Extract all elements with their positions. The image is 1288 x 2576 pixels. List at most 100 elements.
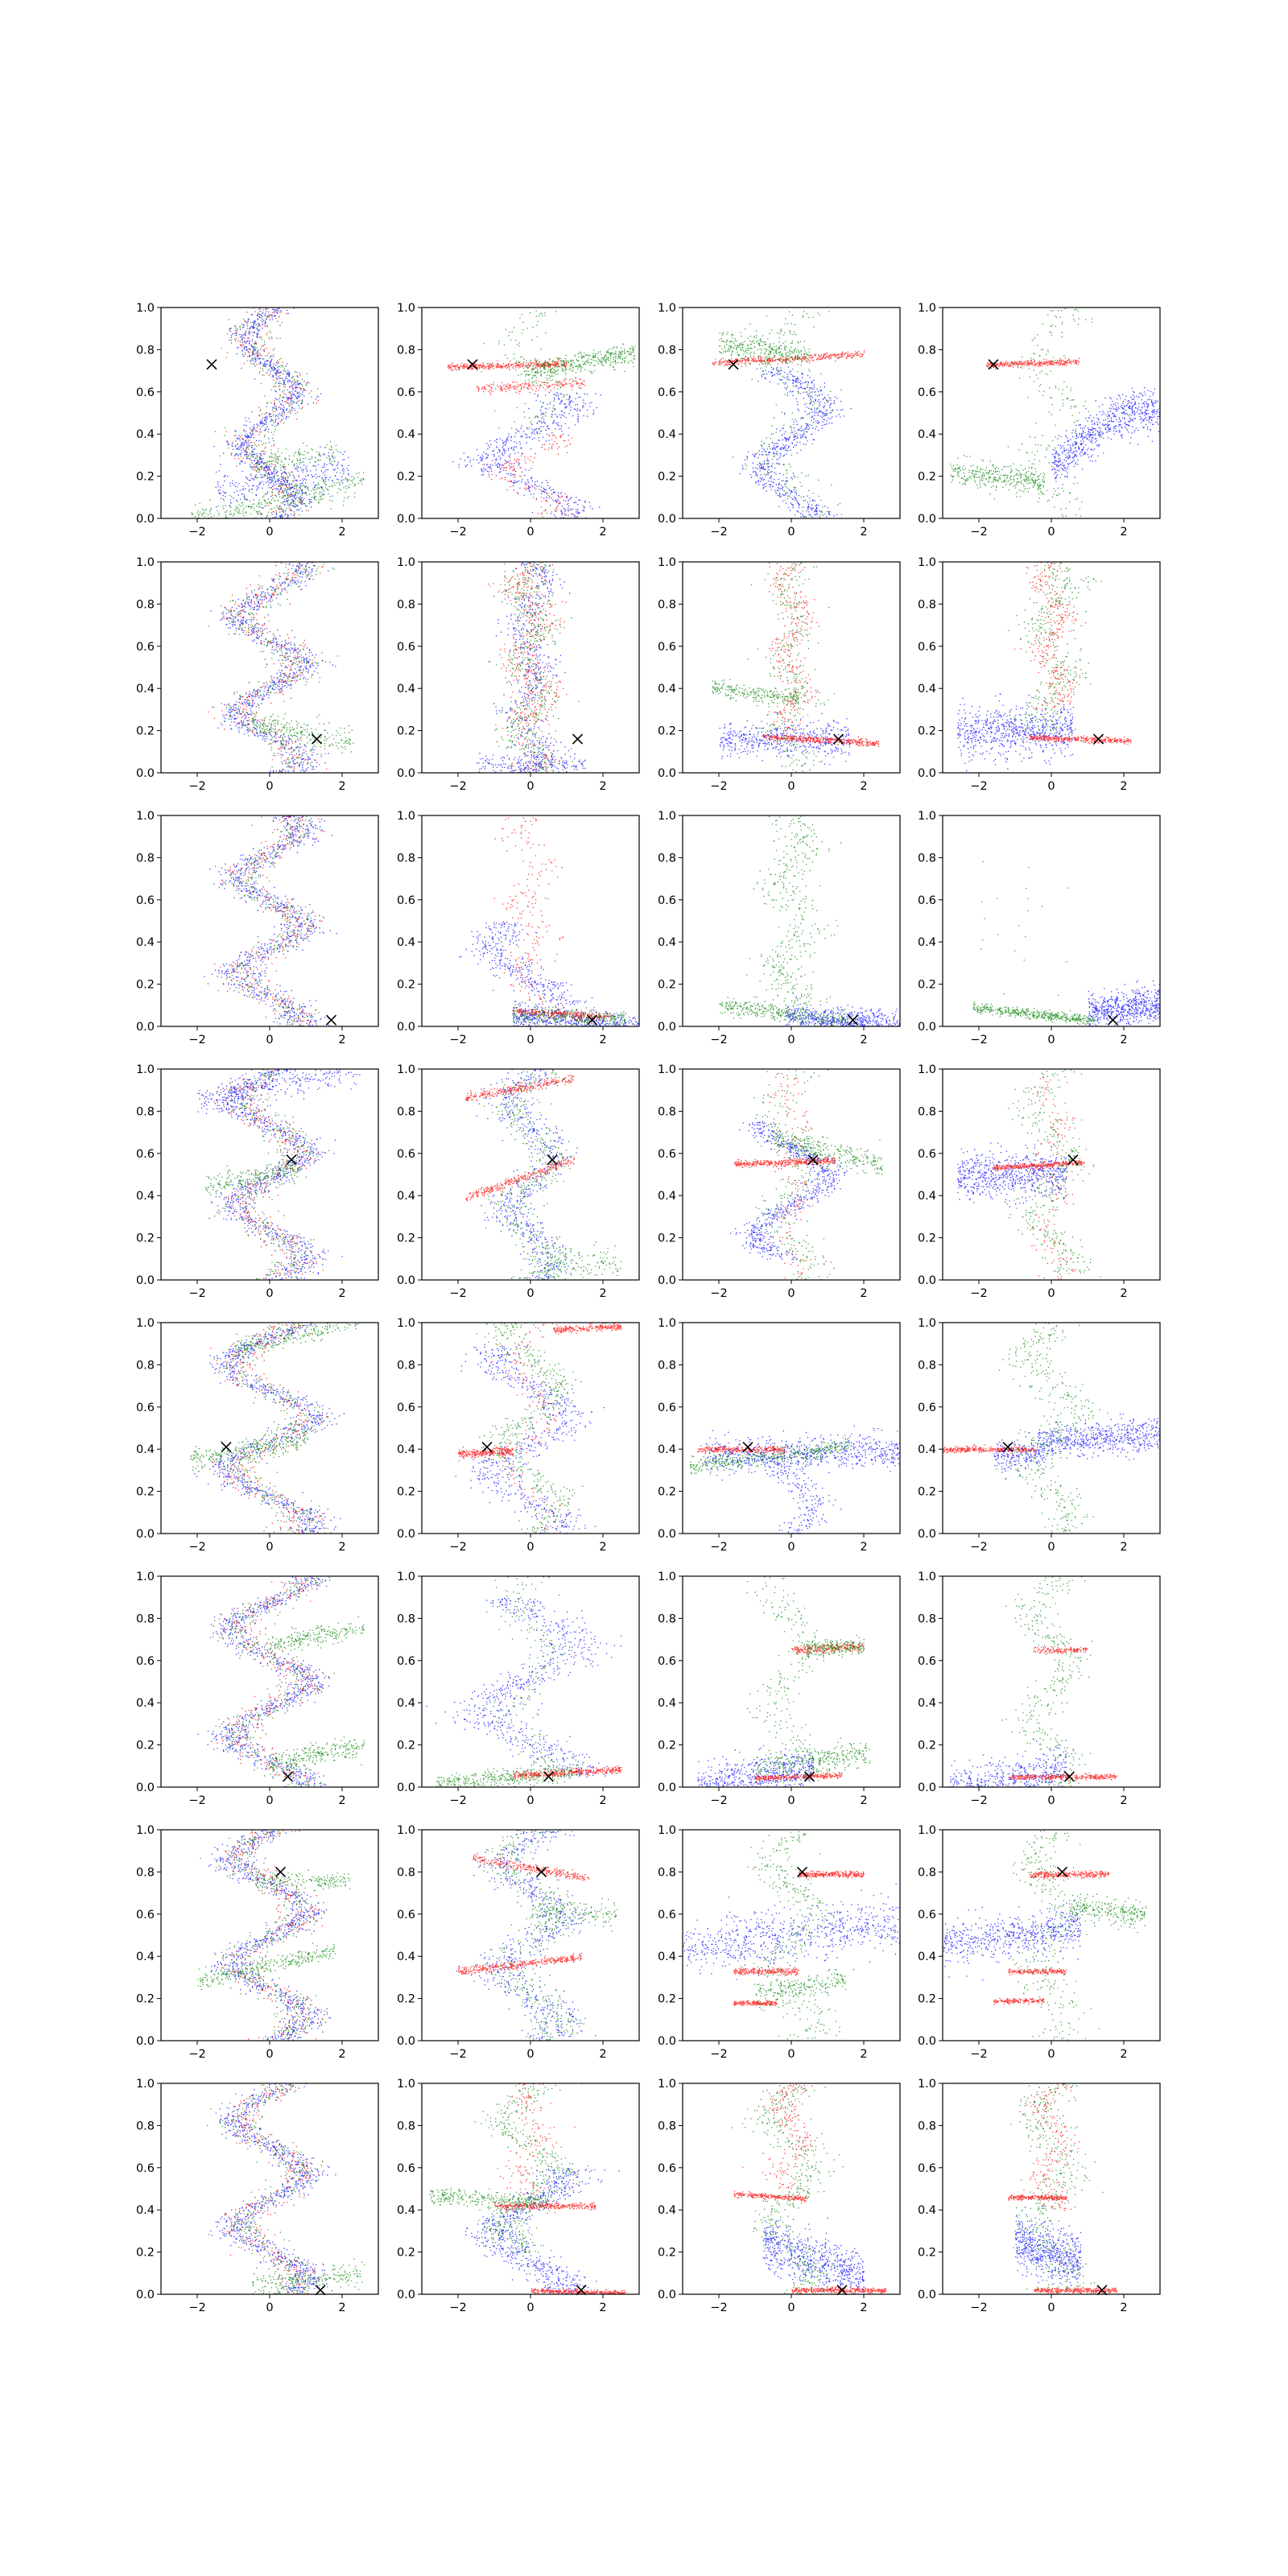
y-tick-label: 1.0	[658, 1063, 676, 1076]
y-tick-label: 1.0	[136, 302, 155, 315]
x-tick-label: −2	[188, 1034, 205, 1046]
red-point-cluster	[458, 1443, 514, 1462]
y-tick-label: 1.0	[397, 1063, 415, 1076]
y-tick-label: 1.0	[136, 1571, 155, 1583]
y-tick-label: 0.4	[136, 1951, 155, 1963]
subplot-r2-c2: −2 0 2 0.0 0.2 0.4 0.6 0.8 1.0	[397, 556, 640, 793]
x-tick-label: 2	[599, 1794, 606, 1807]
y-tick-label: 0.0	[397, 1021, 415, 1034]
y-tick-label: 0.6	[397, 1909, 415, 1922]
y-tick-label: 0.2	[918, 979, 936, 992]
y-tick-label: 0.4	[136, 1697, 155, 1710]
y-tick-label: 0.0	[136, 1781, 155, 1794]
y-tick-label: 1.0	[918, 810, 936, 823]
y-tick-label: 0.8	[918, 1105, 936, 1118]
y-tick-label: 0.0	[136, 767, 155, 780]
y-tick-label: 0.0	[397, 1781, 415, 1794]
y-tick-label: 0.2	[658, 471, 676, 484]
x-tick-label: −2	[710, 526, 727, 539]
blue-point-cluster	[210, 562, 334, 773]
y-tick-label: 0.2	[397, 1232, 415, 1245]
x-tick-label: 0	[266, 780, 273, 793]
x-tick-label: −2	[188, 2301, 205, 2314]
x-tick-label: 2	[338, 1794, 345, 1807]
x-marker	[1107, 1014, 1119, 1026]
x-tick-label: 2	[1120, 780, 1127, 793]
green-point-cluster	[712, 679, 799, 708]
red-point-cluster	[473, 1852, 590, 1881]
green-point-cluster	[1006, 1069, 1101, 1280]
y-tick-label: 0.2	[918, 1232, 936, 1245]
y-tick-label: 0.4	[136, 2204, 155, 2217]
subplot-r1-c1: −2 0 2 0.0 0.2 0.4 0.6 0.8 1.0	[136, 302, 379, 539]
red-point-cluster	[791, 1641, 865, 1655]
y-tick-label: 0.4	[918, 1951, 936, 1963]
x-marker	[796, 1866, 808, 1877]
y-tick-label: 1.0	[918, 1571, 936, 1583]
x-tick-label: −2	[449, 1794, 466, 1807]
x-marker	[847, 1014, 859, 1026]
subplot-r4-c2: −2 0 2 0.0 0.2 0.4 0.6 0.8 1.0	[397, 1063, 640, 1300]
x-tick-label: −2	[710, 780, 727, 793]
blue-point-cluster	[1037, 1413, 1160, 1461]
y-tick-label: 0.0	[918, 1274, 936, 1287]
y-tick-label: 0.4	[136, 1190, 155, 1203]
subplot-r2-c4: −2 0 2 0.0 0.2 0.4 0.6 0.8 1.0	[918, 556, 1161, 793]
y-tick-label: 0.6	[658, 386, 676, 399]
subplot-r7-c1: −2 0 2 0.0 0.2 0.4 0.6 0.8 1.0	[136, 1824, 379, 2061]
green-point-cluster	[690, 1435, 850, 1475]
y-tick-label: 0.6	[658, 1909, 676, 1922]
x-tick-label: 0	[266, 1287, 273, 1300]
red-point-cluster	[733, 1967, 799, 1976]
x-marker	[275, 1866, 287, 1877]
y-tick-label: 0.2	[397, 725, 415, 738]
y-tick-label: 1.0	[136, 556, 155, 569]
x-marker	[803, 1771, 815, 1782]
x-marker	[742, 1442, 753, 1453]
y-tick-label: 0.6	[136, 1655, 155, 1668]
x-marker	[543, 1771, 555, 1782]
y-tick-label: 0.8	[136, 1105, 155, 1118]
y-tick-label: 1.0	[918, 1824, 936, 1837]
red-point-cluster	[465, 1157, 576, 1202]
y-tick-label: 0.8	[918, 344, 936, 357]
red-point-cluster	[476, 377, 586, 395]
subplot-r3-c1: −2 0 2 0.0 0.2 0.4 0.6 0.8 1.0	[136, 810, 379, 1046]
subplot-r5-c2: −2 0 2 0.0 0.2 0.4 0.6 0.8 1.0	[397, 1317, 640, 1554]
x-tick-label: 2	[599, 526, 606, 539]
y-tick-label: 0.0	[918, 1528, 936, 1541]
y-tick-label: 1.0	[397, 810, 415, 823]
y-tick-label: 1.0	[658, 810, 676, 823]
blue-point-cluster	[957, 1141, 1067, 1208]
red-point-cluster	[986, 357, 1080, 369]
x-tick-label: −2	[449, 780, 466, 793]
blue-point-cluster	[208, 1830, 332, 2041]
blue-point-cluster	[748, 1457, 842, 1534]
x-tick-label: −2	[970, 1287, 987, 1300]
y-tick-label: 0.6	[397, 1402, 415, 1414]
y-tick-label: 0.0	[397, 1528, 415, 1541]
y-tick-label: 0.2	[658, 725, 676, 738]
green-point-cluster	[512, 1001, 626, 1026]
x-tick-label: −2	[449, 2301, 466, 2314]
subplot-r3-c4: −2 0 2 0.0 0.2 0.4 0.6 0.8 1.0	[918, 810, 1161, 1046]
y-tick-label: 1.0	[918, 2078, 936, 2091]
y-tick-label: 0.8	[658, 598, 676, 611]
y-tick-label: 0.2	[658, 1232, 676, 1245]
y-tick-label: 0.2	[658, 2247, 676, 2260]
x-tick-label: 2	[599, 1034, 606, 1046]
y-tick-label: 0.2	[658, 1740, 676, 1752]
x-tick-label: −2	[710, 2301, 727, 2314]
x-tick-label: 0	[787, 1034, 795, 1046]
x-tick-label: 0	[1047, 1287, 1055, 1300]
green-point-cluster	[523, 343, 636, 382]
blue-point-cluster	[729, 1121, 852, 1261]
y-tick-label: 0.4	[918, 428, 936, 441]
x-marker	[576, 2285, 587, 2296]
x-tick-label: 2	[860, 2048, 867, 2061]
y-tick-label: 0.4	[397, 683, 415, 696]
x-tick-label: −2	[449, 526, 466, 539]
y-tick-label: 0.4	[136, 936, 155, 949]
y-tick-label: 0.2	[918, 471, 936, 484]
y-tick-label: 0.8	[918, 1612, 936, 1625]
